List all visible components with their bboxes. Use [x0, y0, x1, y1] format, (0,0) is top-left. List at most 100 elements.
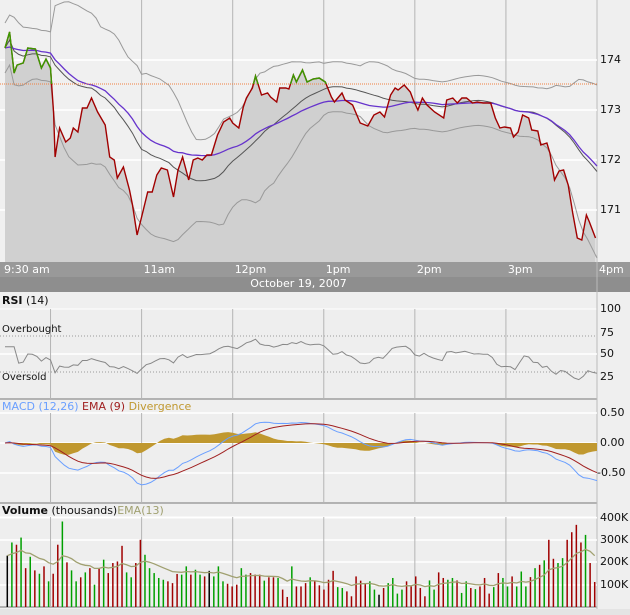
volume-bar: [34, 570, 36, 607]
volume-bar: [401, 589, 403, 607]
volume-bar: [167, 581, 169, 607]
date-bar: [0, 277, 630, 292]
volume-bar: [277, 577, 279, 607]
volume-bar: [245, 574, 247, 607]
volume-bar: [199, 574, 201, 607]
volume-bar: [295, 586, 298, 607]
volume-bar: [162, 579, 165, 607]
volume-bar: [497, 573, 500, 607]
volume-bar: [543, 560, 545, 607]
volume-bar: [314, 581, 316, 607]
volume-bar: [378, 594, 380, 607]
overbought-label: Overbought: [2, 324, 62, 335]
volume-bar: [226, 583, 229, 607]
price-tick: 173: [600, 103, 621, 116]
volume-bar: [93, 584, 96, 607]
volume-bar: [29, 556, 31, 607]
volume-bar: [153, 573, 155, 607]
volume-bar: [70, 570, 73, 607]
volume-bar: [318, 585, 321, 607]
volume-bar: [213, 576, 215, 607]
volume-bar: [130, 577, 132, 607]
volume-bar: [281, 589, 284, 607]
volume-bar: [61, 521, 64, 607]
volume-bar: [84, 572, 87, 607]
rsi-tick: 100: [600, 302, 621, 315]
indicator-panel: [0, 413, 597, 503]
volume-bar: [525, 586, 527, 607]
volume-bar: [460, 592, 463, 607]
time-tick-label: 3pm: [507, 263, 533, 276]
volume-bar: [148, 568, 151, 607]
volume-bar: [405, 581, 408, 607]
volume-bar: [217, 566, 220, 607]
volume-bar: [414, 576, 417, 607]
volume-bar: [139, 539, 142, 607]
rsi-tick: 75: [600, 326, 614, 339]
macd-tick: -0.50: [597, 466, 626, 479]
macd-line: [4, 421, 598, 486]
volume-bar: [515, 586, 518, 607]
price-tick: 171: [600, 203, 621, 216]
volume-bar: [176, 573, 178, 607]
volume-bar: [355, 576, 357, 607]
volume-bar: [116, 561, 119, 607]
volume-bar: [382, 588, 385, 607]
rsi-line: [5, 338, 598, 381]
ema-line: [4, 46, 598, 167]
volume-bar: [157, 577, 160, 607]
volume-bar: [222, 581, 224, 607]
volume-bar: [433, 589, 435, 607]
volume-bar: [185, 566, 188, 607]
volume-ema-line: [7, 548, 596, 588]
bollinger-lower: [4, 63, 598, 259]
volume-bar: [89, 568, 91, 607]
price-tick: 172: [600, 153, 621, 166]
volume-bar: [52, 573, 54, 607]
volume-bar: [502, 577, 504, 607]
volume-bar: [236, 584, 238, 607]
volume-bar: [125, 572, 128, 607]
volume-bar: [396, 593, 399, 607]
volume-bar: [470, 588, 472, 607]
volume-bar: [520, 571, 523, 607]
volume-bar: [121, 545, 123, 607]
volume-bar: [341, 588, 344, 607]
volume-bar: [272, 577, 275, 607]
volume-bar: [593, 581, 596, 607]
volume-bar: [561, 558, 564, 607]
volume-bar: [144, 554, 146, 607]
time-tick-label: 1pm: [325, 263, 351, 276]
volume-bar: [369, 581, 371, 607]
volume-bar: [208, 570, 210, 607]
volume-bar: [336, 587, 339, 607]
volume-bar: [580, 542, 582, 607]
volume-bar: [584, 534, 587, 607]
volume-bar: [240, 568, 243, 607]
signal-line: [4, 423, 598, 479]
macd-tick: 0.50: [600, 406, 625, 419]
rsi-title: RSI (14): [2, 294, 49, 307]
volume-bar: [538, 564, 541, 607]
volume-bar: [456, 580, 458, 607]
rsi-tick: 50: [600, 347, 614, 360]
volume-bar: [447, 579, 449, 607]
time-tick-label: 9:30 am: [4, 263, 50, 276]
time-axis-bar: [0, 262, 630, 277]
volume-bar: [488, 593, 490, 607]
macd-legend: MACD (12,26) EMA (9) Divergence: [2, 400, 192, 413]
volume-bar: [534, 568, 536, 607]
volume-bar: [506, 586, 509, 607]
volume-bar: [552, 558, 555, 607]
volume-bar: [589, 563, 591, 607]
volume-bar: [286, 596, 288, 607]
volume-bar: [571, 532, 573, 607]
volume-bar: [263, 580, 266, 607]
volume-bar: [323, 589, 325, 607]
volume-bar: [43, 566, 45, 607]
volume-bar: [451, 577, 454, 607]
volume-tick: 200K: [600, 555, 629, 568]
volume-bar: [346, 591, 348, 607]
volume-bar: [373, 589, 376, 607]
